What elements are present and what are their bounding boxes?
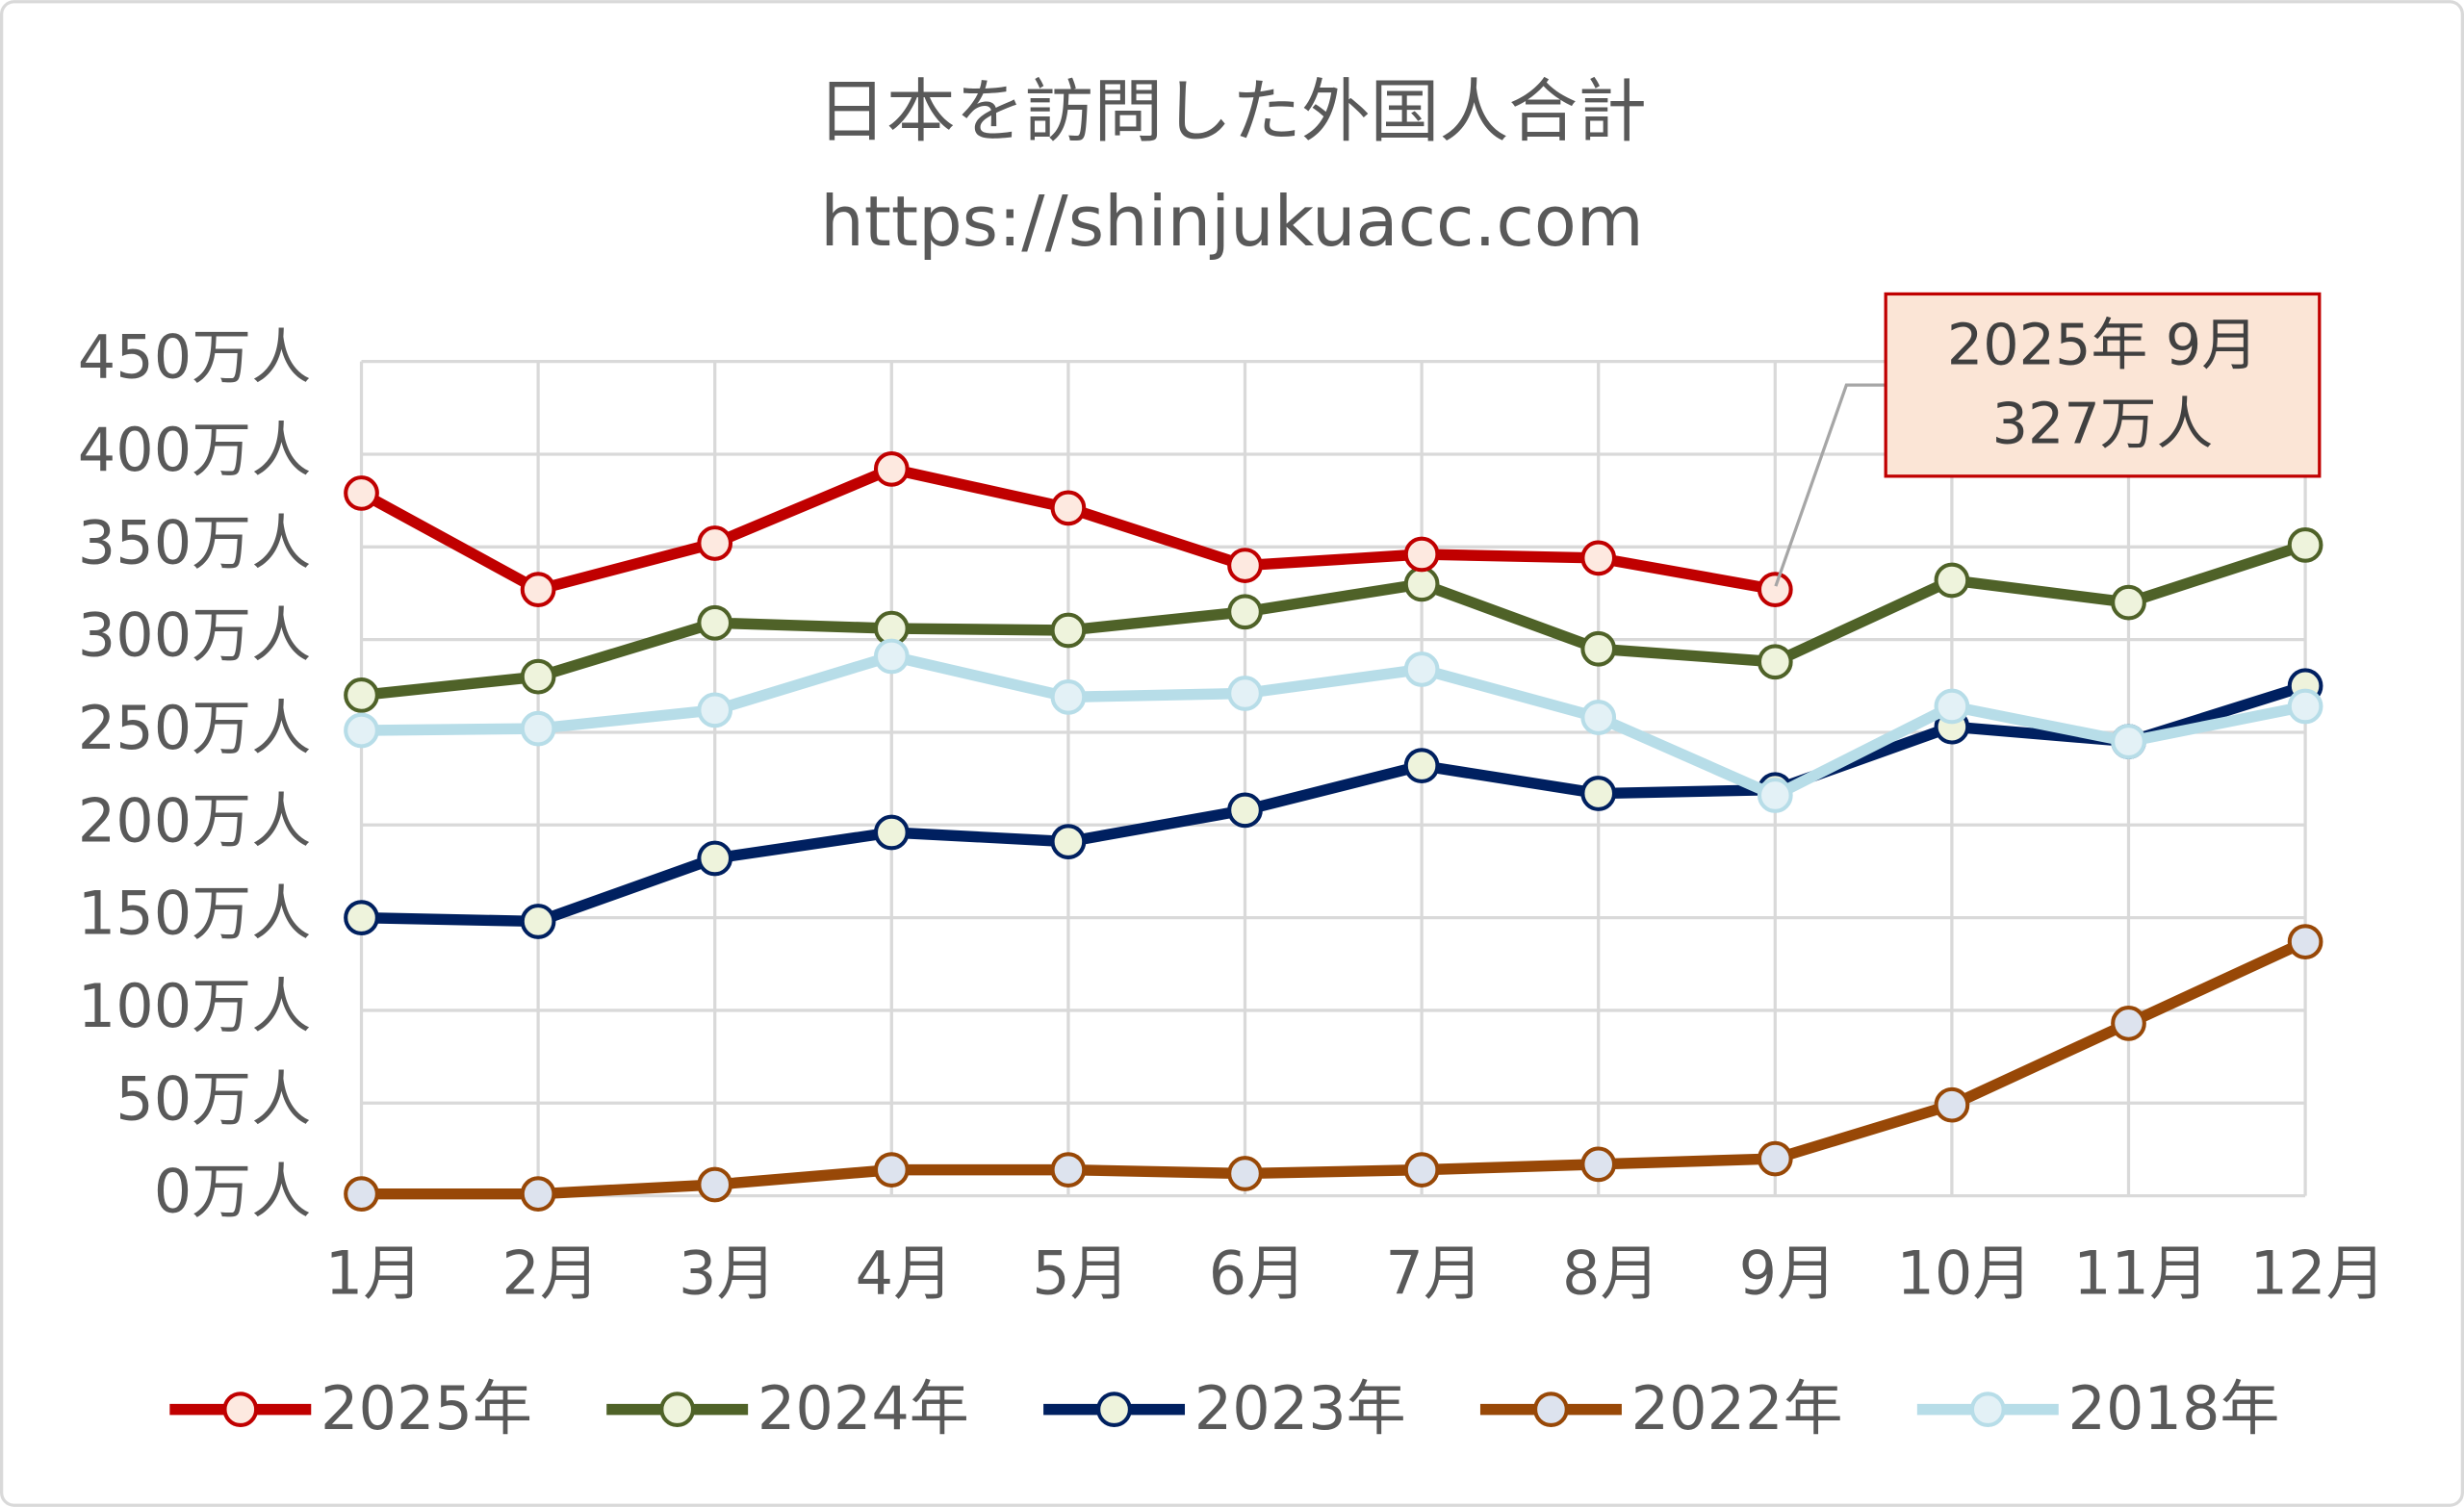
data-point <box>344 1176 379 1213</box>
chart-subtitle: https://shinjukuacc.com <box>820 181 1644 262</box>
legend-marker <box>1533 1392 1569 1427</box>
x-tick-label: 5月 <box>1032 1239 1130 1309</box>
data-point <box>1757 778 1793 813</box>
data-point <box>1403 748 1440 784</box>
legend-label: 2023年 <box>1194 1373 1406 1443</box>
data-point <box>2111 1006 2146 1041</box>
x-tick-label: 4月 <box>856 1239 954 1309</box>
data-point <box>1580 776 1617 811</box>
data-point <box>1050 678 1087 715</box>
y-tick-label: 0万人 <box>154 1157 312 1227</box>
data-point <box>873 638 910 675</box>
data-point <box>1227 676 1263 711</box>
data-point <box>2111 724 2146 759</box>
x-tick-label: 11月 <box>2073 1239 2209 1309</box>
y-tick-label: 250万人 <box>78 693 311 763</box>
x-tick-label: 7月 <box>1385 1239 1483 1309</box>
x-tick-label: 6月 <box>1209 1239 1307 1309</box>
y-tick-label: 350万人 <box>78 507 311 577</box>
data-point <box>1757 1140 1793 1177</box>
data-point <box>1403 566 1440 602</box>
data-point <box>697 604 733 641</box>
data-point <box>697 1166 733 1203</box>
data-point <box>520 1176 556 1213</box>
legend-label: 2025年 <box>321 1373 532 1443</box>
data-point <box>344 712 379 749</box>
y-tick-label: 100万人 <box>78 971 311 1041</box>
data-point <box>1580 700 1617 735</box>
data-point <box>1227 594 1263 630</box>
y-tick-label: 150万人 <box>78 879 311 949</box>
data-point <box>1403 651 1440 687</box>
data-point <box>1934 1086 1970 1123</box>
data-point <box>697 840 733 877</box>
data-point <box>2287 527 2323 563</box>
data-point <box>1227 792 1263 829</box>
data-point <box>520 710 556 747</box>
data-point <box>2111 584 2146 621</box>
legend-marker <box>1969 1392 2006 1427</box>
data-point <box>520 572 556 607</box>
y-tick-label: 400万人 <box>78 415 311 485</box>
data-point <box>2287 924 2323 960</box>
series-line <box>360 539 2307 702</box>
data-point <box>1050 1152 1087 1188</box>
data-label: 327万人 <box>1992 390 2214 456</box>
data-point <box>1227 1156 1263 1191</box>
y-tick-label: 450万人 <box>78 322 311 393</box>
data-point <box>1227 548 1263 583</box>
data-point <box>520 904 556 939</box>
chart-title: 日本を訪問した外国人合計 <box>817 70 1647 151</box>
annotation-leader <box>1774 383 1886 587</box>
data-point <box>1580 1146 1617 1183</box>
data-point <box>1050 490 1087 526</box>
data-point <box>1934 562 1970 599</box>
data-point <box>1757 644 1793 680</box>
data-point <box>873 814 910 851</box>
data-point <box>873 451 910 487</box>
data-point <box>344 677 379 713</box>
x-tick-label: 1月 <box>325 1239 423 1309</box>
series-line <box>361 936 2308 1200</box>
data-point <box>1580 630 1617 667</box>
data-point <box>1580 540 1617 576</box>
y-tick-label: 300万人 <box>78 600 311 671</box>
data-point <box>344 900 379 935</box>
data-point <box>1934 688 1970 725</box>
legend-marker <box>659 1392 696 1427</box>
annotation-box <box>1884 292 2322 478</box>
x-tick-label: 3月 <box>679 1239 776 1309</box>
legend-marker <box>222 1392 259 1427</box>
data-point <box>344 475 379 511</box>
series-line <box>361 680 2307 928</box>
data-point <box>1050 824 1087 859</box>
y-tick-label: 200万人 <box>78 785 311 856</box>
legend-label: 2024年 <box>757 1373 969 1443</box>
data-point <box>1050 612 1087 649</box>
x-tick-label: 8月 <box>1562 1239 1660 1309</box>
data-point <box>697 692 733 728</box>
data-point <box>520 658 556 695</box>
data-point <box>697 525 733 561</box>
x-tick-label: 10月 <box>1896 1239 2032 1309</box>
data-point <box>1403 536 1440 573</box>
annotation-text: 2025年 9月 <box>1947 312 2258 378</box>
data-point <box>1757 572 1793 607</box>
y-tick-label: 50万人 <box>116 1063 311 1134</box>
series-line <box>361 651 2307 802</box>
legend-label: 2022年 <box>1631 1373 1843 1443</box>
legend-label: 2018年 <box>2068 1373 2280 1443</box>
x-tick-label: 12月 <box>2250 1239 2386 1309</box>
x-tick-label: 2月 <box>501 1239 600 1309</box>
data-point <box>2287 688 2323 725</box>
data-point <box>873 1152 910 1188</box>
data-point <box>1403 1152 1440 1188</box>
legend-marker <box>1096 1392 1132 1427</box>
x-tick-label: 9月 <box>1739 1239 1836 1309</box>
